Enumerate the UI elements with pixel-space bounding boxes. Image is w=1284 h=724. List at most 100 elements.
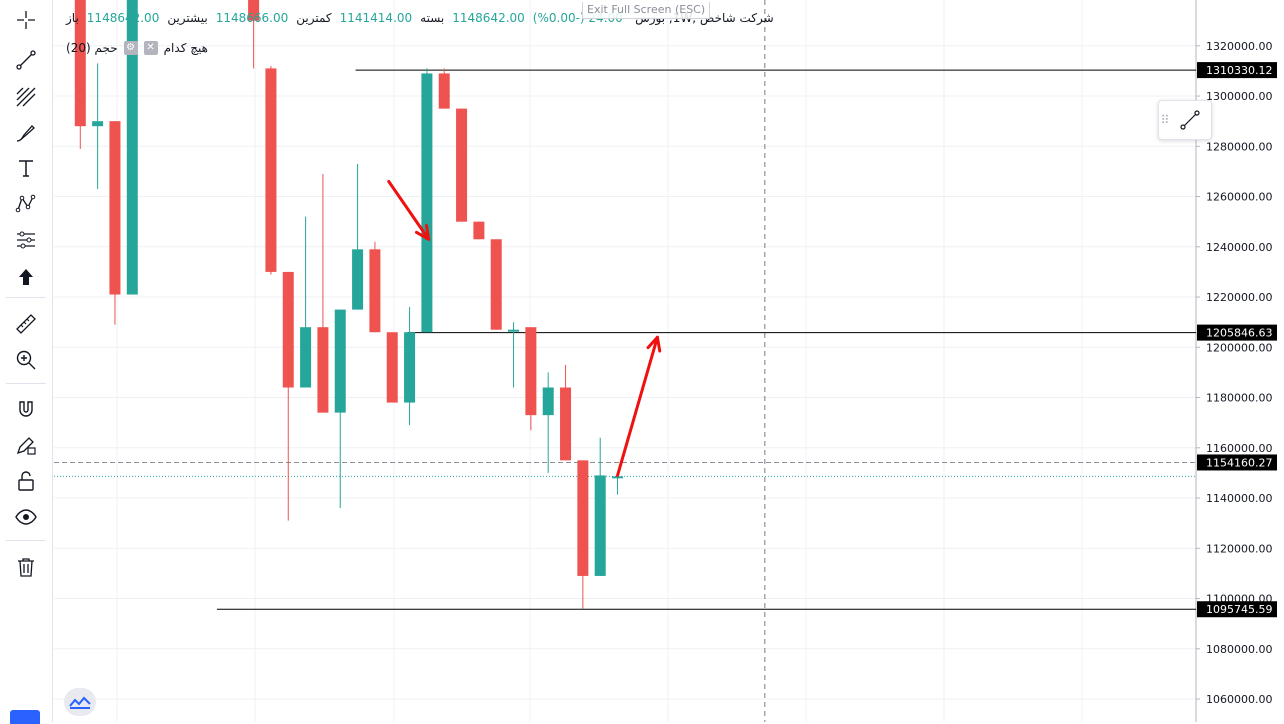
legend-close-label: بسته [420,11,445,25]
candle-body [265,68,277,272]
lock-icon[interactable] [8,466,44,496]
volume-legend: حجم (20) ⚙ ✕ هیچ کدام [66,39,208,57]
legend-high-label: بیشترین [167,11,208,25]
y-tick-label: 1200000.00 [1206,341,1272,354]
candle-body [404,332,416,403]
volume-label[interactable]: حجم (20) [66,41,118,55]
arrow-annotation[interactable] [387,179,431,241]
ruler-icon[interactable] [8,309,44,339]
pencil-lock-icon[interactable] [8,430,44,460]
line-price-label-text: 1310330.12 [1206,64,1272,77]
y-tick-label: 1140000.00 [1206,492,1272,505]
eye-icon[interactable] [8,502,44,532]
chart-grid [54,0,1196,722]
candle [317,173,329,413]
candle [265,65,277,275]
candle [109,121,121,325]
legend-close-value: 1148642.00 [452,11,525,25]
arrow-up-icon[interactable] [8,262,44,292]
candle-body [300,327,312,388]
y-tick-label: 1160000.00 [1206,442,1272,455]
candle-body [577,460,589,576]
settings-icon[interactable]: ⚙ [123,41,138,55]
last-price-label: 1154160.27 [1197,454,1277,471]
floating-drawing-toolbar[interactable]: ⠿ [1158,100,1212,140]
line-price-label: 1095745.59 [1197,601,1277,618]
candle-body [74,0,86,127]
candle-body [560,387,572,461]
line-price-label-bg [1197,601,1277,618]
arrow-annotations[interactable] [387,179,662,477]
candle [92,63,104,190]
candle [334,309,346,509]
candle-body [352,249,364,310]
line-price-label: 1310330.12 [1197,62,1277,79]
pattern-icon[interactable] [8,189,44,219]
drawing-toolbar [0,0,53,722]
candle [542,372,554,473]
candle [438,68,450,109]
candle-body [109,121,121,295]
candle-body [508,329,520,332]
line-price-label-text: 1205846.63 [1206,327,1272,340]
zoom-in-icon[interactable] [8,345,44,375]
volume-value: هیچ کدام [163,41,208,55]
candles [74,0,624,609]
y-tick-label: 1120000.00 [1206,542,1272,555]
arrow-head [646,335,662,353]
candle [386,332,398,403]
candle-body [490,239,502,330]
y-tick-label: 1320000.00 [1206,40,1272,53]
candle [577,460,589,609]
candle [594,437,606,576]
price-labels: 1310330.12 1205846.63 1095745.59 1154160.27 [1197,62,1277,618]
y-tick-label: 1220000.00 [1206,291,1272,304]
tradingview-logo-icon[interactable] [64,688,96,716]
exit-fullscreen-button[interactable]: Exit Full Screen (ESC) [582,2,711,19]
scroll-to-bottom-button[interactable] [10,710,40,724]
trash-icon[interactable] [8,552,44,582]
last-price-label-text: 1154160.27 [1206,456,1272,469]
candle [525,327,537,431]
brush-icon[interactable] [8,118,44,148]
candle-body [334,309,346,413]
arrow-shaft [387,179,431,241]
legend-low-label: کمترین [296,11,332,25]
candle-body [456,108,468,222]
candle-body [421,73,433,333]
candle-body [317,327,329,413]
candle-body [92,121,104,127]
legend-low-value: 1141414.00 [339,11,413,25]
y-tick-label: 1060000.00 [1206,693,1272,706]
candle [74,0,86,149]
candle [282,271,294,521]
candle-body [473,221,485,240]
line-price-label-bg [1197,62,1277,79]
candle-body [525,327,537,416]
text-icon[interactable] [8,153,44,183]
candle [126,0,138,295]
close-icon[interactable]: ✕ [143,41,158,55]
legend-open-label: باز [66,11,79,25]
magnet-icon[interactable] [8,395,44,425]
horizontal-lines[interactable] [54,69,1196,610]
y-tick-label: 1260000.00 [1206,191,1272,204]
candle [248,0,260,69]
line-price-label: 1205846.63 [1197,324,1277,341]
y-tick-label: 1180000.00 [1206,392,1272,405]
line-price-label-bg [1197,324,1277,341]
drag-handle-icon[interactable]: ⠿ [1160,113,1170,127]
toolbar-divider [6,297,46,298]
crosshair-icon[interactable] [8,5,44,35]
trend-line-icon[interactable] [8,45,44,75]
fib-icon[interactable] [8,82,44,112]
trend-line-icon[interactable] [1171,101,1209,139]
arrow-annotation[interactable] [616,335,662,477]
last-price-label-bg [1197,454,1277,471]
prediction-icon[interactable] [8,225,44,255]
legend-high-value: 1148666.00 [215,11,289,25]
candle [300,216,312,388]
line-price-label-text: 1095745.59 [1206,603,1272,616]
symbol-legend: باز 1148642.00 بیشترین 1148666.00 کمترین… [66,9,774,27]
